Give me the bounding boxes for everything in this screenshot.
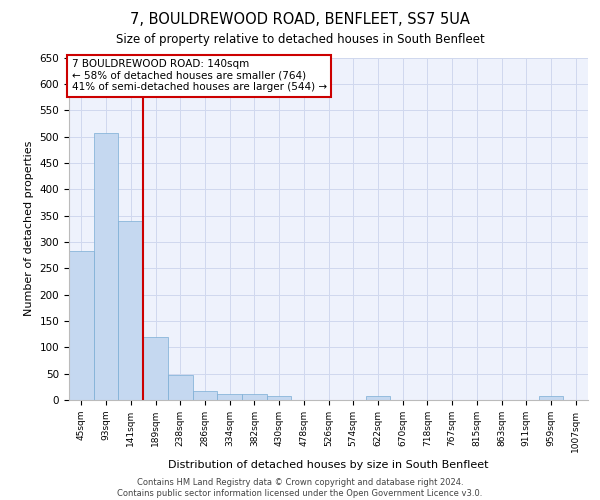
Bar [193,391,217,400]
Y-axis label: Number of detached properties: Number of detached properties [24,141,34,316]
Text: Contains HM Land Registry data © Crown copyright and database right 2024.
Contai: Contains HM Land Registry data © Crown c… [118,478,482,498]
Bar [69,251,94,400]
Bar [267,396,292,400]
Bar [118,221,143,400]
X-axis label: Distribution of detached houses by size in South Benfleet: Distribution of detached houses by size … [168,460,489,470]
Bar [217,394,242,400]
Bar [143,337,168,400]
Bar [242,394,267,400]
Bar [168,375,193,400]
Text: 7, BOULDREWOOD ROAD, BENFLEET, SS7 5UA: 7, BOULDREWOOD ROAD, BENFLEET, SS7 5UA [130,12,470,28]
Bar [539,396,563,400]
Bar [365,396,390,400]
Text: Size of property relative to detached houses in South Benfleet: Size of property relative to detached ho… [116,32,484,46]
Bar [94,133,118,400]
Text: 7 BOULDREWOOD ROAD: 140sqm
← 58% of detached houses are smaller (764)
41% of sem: 7 BOULDREWOOD ROAD: 140sqm ← 58% of deta… [71,59,327,92]
